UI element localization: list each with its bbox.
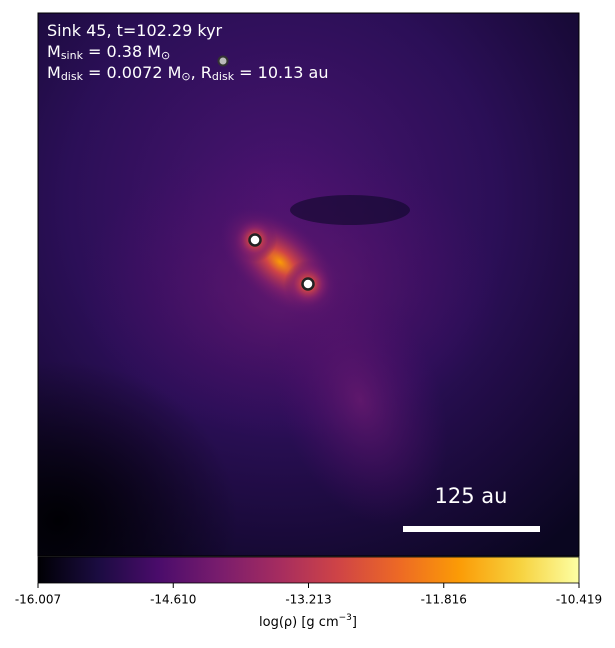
density-image	[38, 13, 579, 556]
annotation-line: Sink 45, t=102.29 kyr	[47, 21, 223, 40]
colorbar-label: log(ρ) [g cm−3]	[259, 613, 357, 630]
label-text: ]	[352, 615, 357, 630]
colorbar-tick-label: -14.610	[150, 593, 196, 607]
colorbar-tick-label: -13.213	[285, 593, 331, 607]
subscript: disk	[212, 70, 235, 83]
subscript: ⊙	[181, 70, 190, 83]
annotation-line: Msink = 0.38 M⊙	[47, 42, 170, 63]
colorbar-tick-label: -10.419	[556, 593, 602, 607]
frame	[37, 12, 580, 557]
annotation-text: Sink 45, t=102.29 kyr	[47, 21, 223, 40]
scale-bar	[403, 526, 540, 532]
sink-marker	[301, 277, 315, 291]
annotation-text: M	[47, 63, 61, 82]
annotation-text: = 10.13 au	[234, 63, 328, 82]
annotation-text: = 0.38 M	[83, 42, 161, 61]
sink-marker	[217, 55, 229, 67]
colorbar-tick-label: -16.007	[15, 593, 61, 607]
scale-bar-label: 125 au	[435, 484, 508, 508]
annotation-text: M	[47, 42, 61, 61]
sink-marker	[248, 233, 262, 247]
subscript: ⊙	[161, 49, 170, 62]
annotation-text: , R	[191, 63, 212, 82]
label-text: log(ρ) [g cm	[259, 615, 339, 630]
subscript: disk	[61, 70, 84, 83]
annotation-line: Mdisk = 0.0072 M⊙, Rdisk = 10.13 au	[47, 63, 328, 84]
colorbar-axis: -16.007 -14.610 -13.213 -11.816 -10.419	[15, 583, 602, 607]
colorbar-tick-label: -11.816	[421, 593, 467, 607]
superscript: −3	[339, 613, 352, 623]
colorbar	[37, 556, 580, 584]
subscript: sink	[61, 49, 84, 62]
annotation-text: = 0.0072 M	[83, 63, 181, 82]
